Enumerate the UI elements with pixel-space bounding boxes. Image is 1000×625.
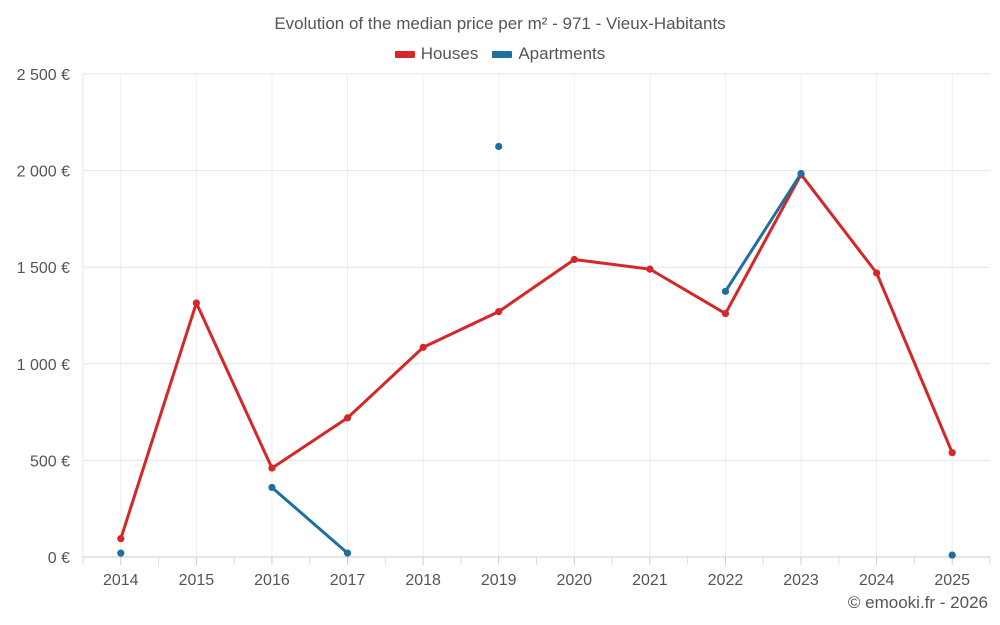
y-tick-label: 0 € xyxy=(48,550,70,567)
x-tick-label: 2022 xyxy=(708,572,744,589)
series-layer xyxy=(117,142,956,559)
y-tick-label: 500 € xyxy=(30,453,70,470)
series-line-apartments xyxy=(270,485,350,555)
axes: 0 € 500 € 1 000 € 1 500 € 2 000 € 2 500 € 2014… xyxy=(17,67,991,589)
series-line-houses xyxy=(875,271,954,455)
data-point-apartments xyxy=(343,549,352,557)
data-point-houses xyxy=(948,449,956,457)
data-point-houses xyxy=(646,265,654,273)
series-line-houses xyxy=(572,257,652,271)
data-point-apartments xyxy=(948,551,956,559)
x-tick-label: 2025 xyxy=(934,572,970,589)
series-line-apartments xyxy=(723,171,803,293)
data-point-apartments xyxy=(495,142,503,151)
grid xyxy=(82,73,990,557)
data-point-houses xyxy=(343,414,352,422)
legend-swatch-houses xyxy=(394,50,415,58)
data-point-houses xyxy=(873,269,881,277)
series-line-houses xyxy=(119,301,198,541)
data-point-apartments xyxy=(721,287,730,295)
chart-title: Evolution of the median price per m² - 9… xyxy=(274,14,726,33)
series-line-houses xyxy=(194,301,274,470)
x-tick-label: 2017 xyxy=(330,572,366,589)
data-point-houses xyxy=(192,299,200,307)
series-line-houses xyxy=(648,267,727,316)
x-tick-label: 2023 xyxy=(783,572,819,589)
data-point-houses xyxy=(268,464,276,472)
x-tick-label: 2019 xyxy=(481,572,517,589)
legend-label-apartments: Apartments xyxy=(518,44,606,63)
x-tick-label: 2014 xyxy=(103,572,139,589)
data-point-houses xyxy=(570,255,578,264)
y-tick-label: 1 000 € xyxy=(17,357,70,374)
data-point-houses xyxy=(117,535,125,543)
x-tick-label: 2024 xyxy=(859,572,895,589)
legend-label-houses: Houses xyxy=(420,44,479,63)
series-line-houses xyxy=(723,172,803,316)
data-point-apartments xyxy=(797,169,805,178)
data-point-houses xyxy=(419,343,427,351)
series-line-houses xyxy=(421,310,501,349)
legend: Houses Apartments xyxy=(0,44,1000,64)
data-point-houses xyxy=(495,308,503,316)
legend-swatch-apartments xyxy=(492,50,513,58)
x-tick-label: 2020 xyxy=(556,572,592,589)
y-tick-label: 1 500 € xyxy=(17,260,70,277)
y-tick-label: 2 500 € xyxy=(17,67,70,84)
data-point-apartments xyxy=(268,483,276,492)
series-line-houses xyxy=(346,345,425,420)
data-point-apartments xyxy=(117,549,125,557)
data-point-houses xyxy=(721,309,730,318)
legend-item-houses[interactable]: Houses xyxy=(394,44,479,64)
series-line-houses xyxy=(497,257,576,314)
legend-item-apartments[interactable]: Apartments xyxy=(492,44,605,64)
series-line-houses xyxy=(270,416,350,470)
credit: © emooki.fr - 2026 xyxy=(847,593,988,612)
x-tick-label: 2016 xyxy=(254,572,290,589)
x-tick-label: 2021 xyxy=(632,572,668,589)
y-tick-label: 2 000 € xyxy=(17,164,70,181)
x-tick-label: 2015 xyxy=(179,572,215,589)
x-tick-label: 2018 xyxy=(405,572,441,589)
series-line-houses xyxy=(799,172,879,275)
